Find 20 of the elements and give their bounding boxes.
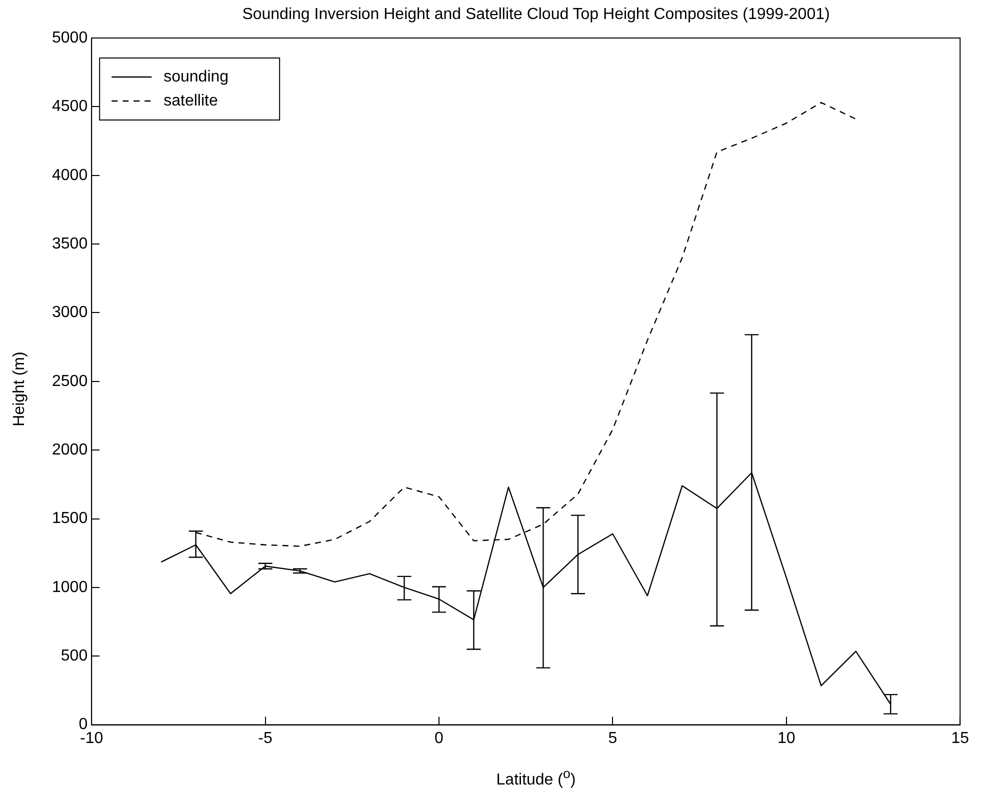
y-tick-label: 500 <box>60 648 88 665</box>
x-tick-label: -5 <box>258 730 273 747</box>
y-tick-label: 3500 <box>52 235 88 252</box>
y-tick-label: 5000 <box>52 29 88 46</box>
x-axis-title: Latitude ($^{o}$) <box>495 766 577 790</box>
x-tick-label: 15 <box>951 730 970 747</box>
y-tick-label: 4500 <box>52 98 88 116</box>
x-tick-label: 5 <box>608 730 618 747</box>
y-tick-label: 2000 <box>52 441 88 458</box>
x-tick-label: 10 <box>778 730 796 747</box>
chart-title: Sounding Inversion Height and Satellite Cloud Top Height Composites (1999-2001) <box>241 6 831 24</box>
legend-label: sounding <box>164 68 229 86</box>
y-tick-label: 3000 <box>52 304 88 322</box>
y-tick-label: 4000 <box>52 166 88 184</box>
y-tick-label: 1500 <box>52 510 88 528</box>
y-axis-title: Height (m) <box>11 350 29 428</box>
y-tick-label: 1000 <box>52 578 88 596</box>
y-tick-label: 2500 <box>52 372 88 390</box>
x-tick-label: 0 <box>434 730 444 747</box>
legend-label: satellite <box>164 92 218 110</box>
